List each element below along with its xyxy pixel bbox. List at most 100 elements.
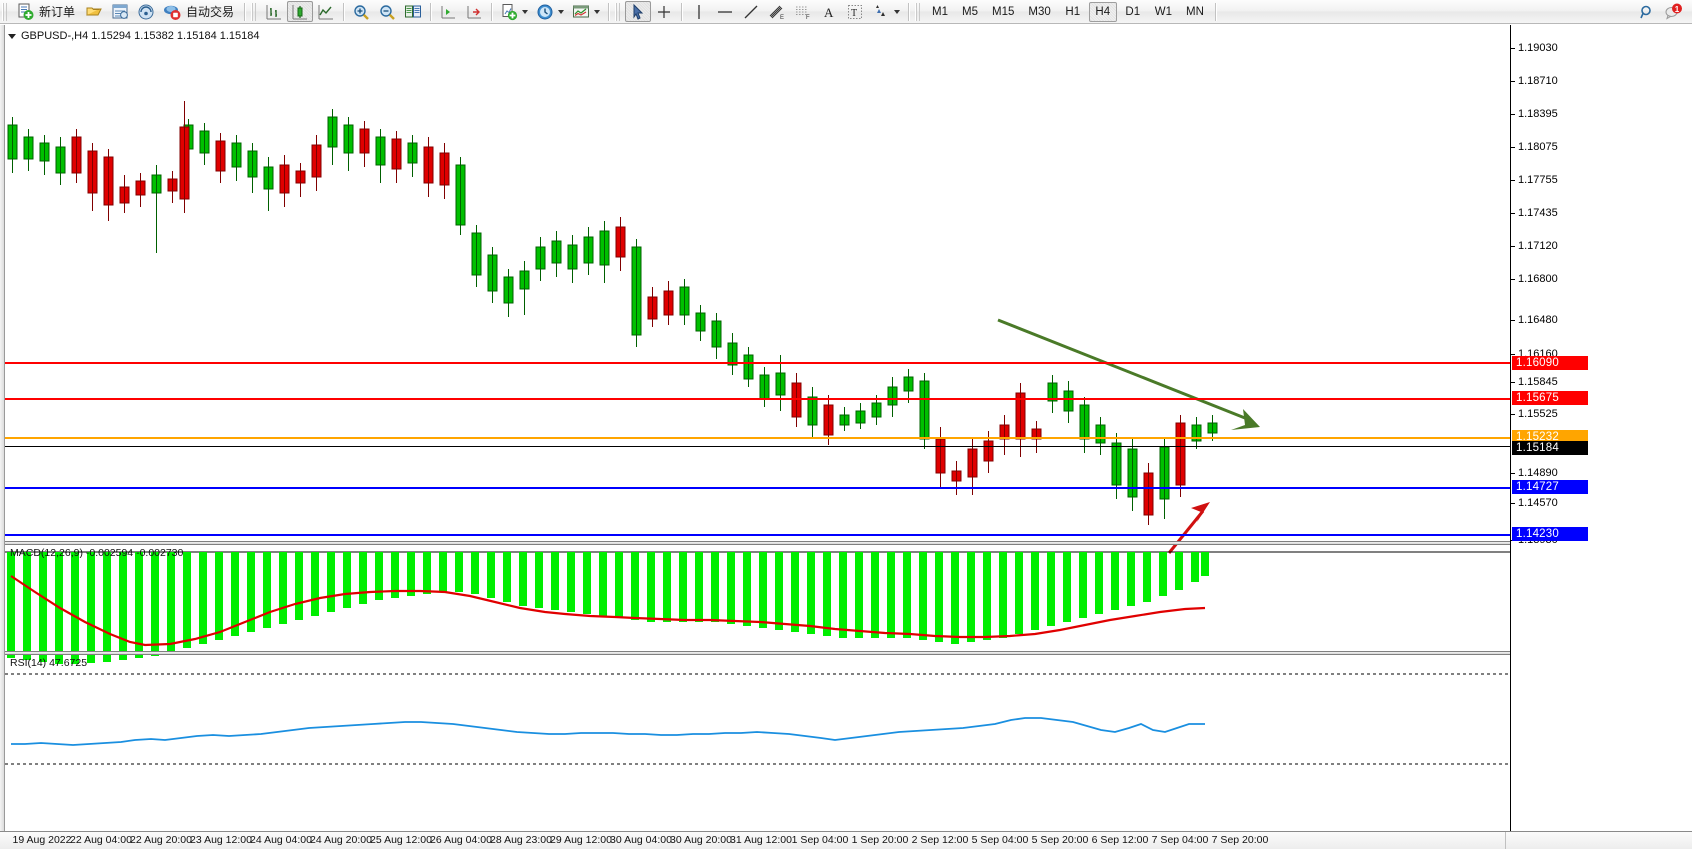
- price-tick-label-3: 1.18075: [1518, 141, 1558, 153]
- trendline-button[interactable]: [738, 1, 764, 22]
- zoom-out-button[interactable]: [374, 1, 400, 22]
- notifications-button[interactable]: 1: [1660, 1, 1686, 22]
- horizontal-line-button[interactable]: [712, 1, 738, 22]
- objects-list-button[interactable]: [868, 1, 904, 22]
- chart-toolbar-grip[interactable]: [251, 2, 259, 21]
- new-order-icon: [18, 3, 34, 20]
- auto-trading-label: 自动交易: [186, 5, 235, 19]
- time-label-14: 1 Sep 20:00: [851, 834, 909, 846]
- text-button[interactable]: A: [816, 1, 842, 22]
- chart-window[interactable]: GBPUSD-,H4 1.15294 1.15382 1.15184 1.151…: [0, 24, 1692, 849]
- price-scale[interactable]: 1.19030 1.18710 1.18395 1.18075 1.17755 …: [1510, 25, 1692, 849]
- bullish-reversal-arrow[interactable]: [1167, 502, 1210, 554]
- shapes-icon: [876, 4, 886, 16]
- timeframe-w1[interactable]: W1: [1154, 5, 1173, 18]
- vertical-line-icon: [698, 4, 700, 19]
- auto-scroll-button[interactable]: [461, 1, 487, 22]
- price-tick-label-10: 1.15845: [1518, 376, 1558, 388]
- timeframe-m15[interactable]: M15: [992, 5, 1015, 18]
- trendline-icon: [744, 5, 758, 18]
- price-label-116090[interactable]: 1.16090: [1512, 356, 1588, 370]
- price-tick-dash-9: [1511, 353, 1515, 355]
- timeframe-m30[interactable]: M30: [1028, 5, 1051, 18]
- template-icon: [573, 5, 590, 17]
- time-label-8: 28 Aug 23:00: [490, 834, 552, 846]
- price-tick-dash-10: [1511, 381, 1515, 383]
- time-axis[interactable]: 19 Aug 2022 22 Aug 04:00 22 Aug 20:00 23…: [0, 831, 1692, 849]
- timeframe-m1[interactable]: M1: [932, 5, 949, 18]
- price-level-line-115675[interactable]: [5, 398, 1510, 400]
- price-label-114727[interactable]: 1.14727: [1512, 480, 1588, 494]
- bearish-trend-arrow[interactable]: [997, 318, 1260, 430]
- cursor-arrow-icon: [633, 3, 644, 20]
- candlestick-chart-button[interactable]: [287, 1, 314, 22]
- auto-trading-button[interactable]: 自动交易: [159, 1, 240, 22]
- shift-chart-button[interactable]: [435, 1, 461, 22]
- time-label-9: 29 Aug 12:00: [550, 834, 612, 846]
- macd-pane[interactable]: [5, 546, 1510, 671]
- time-label-6: 25 Aug 12:00: [370, 834, 432, 846]
- price-label-115232[interactable]: 1.15232: [1512, 430, 1588, 444]
- rsi-pane[interactable]: [5, 656, 1510, 801]
- price-label-115675[interactable]: 1.15675: [1512, 391, 1588, 405]
- clock-icon: [537, 4, 553, 19]
- templates-button[interactable]: [568, 1, 604, 22]
- terminal-button[interactable]: [81, 1, 107, 22]
- timeframe-h1[interactable]: H1: [1065, 5, 1081, 18]
- timeframe-grip[interactable]: [915, 2, 923, 21]
- bar-chart-button[interactable]: [261, 1, 287, 22]
- line-studies-grip[interactable]: [615, 2, 623, 21]
- toolbar-grip[interactable]: [2, 2, 9, 21]
- line-chart-button[interactable]: [313, 1, 339, 22]
- period-button[interactable]: [532, 1, 568, 22]
- price-level-line-116090[interactable]: [5, 362, 1510, 364]
- period-caret-icon[interactable]: [558, 9, 565, 14]
- zoom-in-button[interactable]: [348, 1, 374, 22]
- price-tick-1: 1.18710: [1511, 75, 1558, 87]
- chart-dropdown-caret-icon[interactable]: [8, 33, 16, 39]
- navigator-button[interactable]: [133, 1, 159, 22]
- rsi-pane-separator[interactable]: [5, 651, 1510, 655]
- price-level-line-115232[interactable]: [5, 437, 1510, 439]
- new-order-button[interactable]: 新订单: [12, 1, 81, 22]
- rsi-indicator-label: RSI(14) 47.6725: [10, 657, 88, 669]
- vertical-line-button[interactable]: [686, 1, 712, 22]
- tile-windows-button[interactable]: [400, 1, 426, 22]
- price-tick-4: 1.17755: [1511, 174, 1558, 186]
- price-tick-14: 1.14570: [1511, 497, 1558, 509]
- price-label-current-bid[interactable]: 1.15184: [1512, 441, 1588, 455]
- price-label-114230[interactable]: 1.14230: [1512, 527, 1588, 541]
- price-tick-dash-4: [1511, 179, 1515, 181]
- time-label-12: 31 Aug 12:00: [730, 834, 792, 846]
- objects-caret-icon[interactable]: [894, 9, 901, 14]
- notification-count: 1: [1675, 5, 1680, 14]
- search-button[interactable]: [1634, 1, 1660, 22]
- price-level-line-114230[interactable]: [5, 534, 1510, 536]
- price-pane[interactable]: [5, 25, 1510, 849]
- data-window-button[interactable]: [107, 1, 133, 22]
- text-label-button[interactable]: T: [842, 1, 868, 22]
- chart-symbol-header[interactable]: GBPUSD-,H4 1.15294 1.15382 1.15184 1.151…: [8, 30, 260, 42]
- timeframe-mn[interactable]: MN: [1186, 5, 1204, 18]
- equidistant-channel-button[interactable]: E: [764, 1, 790, 22]
- cursor-tool-button[interactable]: [625, 1, 652, 22]
- crosshair-tool-button[interactable]: [651, 1, 677, 22]
- fibonacci-button[interactable]: F: [790, 1, 816, 22]
- time-label-16: 5 Sep 04:00: [971, 834, 1029, 846]
- templates-caret-icon[interactable]: [594, 9, 601, 14]
- price-tick-label-8: 1.16480: [1518, 314, 1558, 326]
- new-chart-caret-icon[interactable]: [522, 9, 529, 14]
- macd-pane-separator[interactable]: [5, 541, 1510, 545]
- timeframe-m5[interactable]: M5: [962, 5, 979, 18]
- signal-globe-icon: [138, 4, 154, 19]
- time-label-20: 7 Sep 20:00: [1211, 834, 1269, 846]
- timeframe-h4[interactable]: H4: [1088, 1, 1117, 22]
- price-level-line-114727[interactable]: [5, 487, 1510, 489]
- macd-signal-line: [10, 575, 1206, 647]
- new-chart-button[interactable]: [496, 1, 532, 22]
- price-tick-13: 1.14890: [1511, 467, 1558, 479]
- timeframe-d1[interactable]: D1: [1125, 5, 1141, 18]
- candlestick-chart-icon: [292, 4, 308, 19]
- price-tick-8: 1.16480: [1511, 314, 1558, 326]
- time-label-0: 19 Aug 2022: [12, 834, 72, 846]
